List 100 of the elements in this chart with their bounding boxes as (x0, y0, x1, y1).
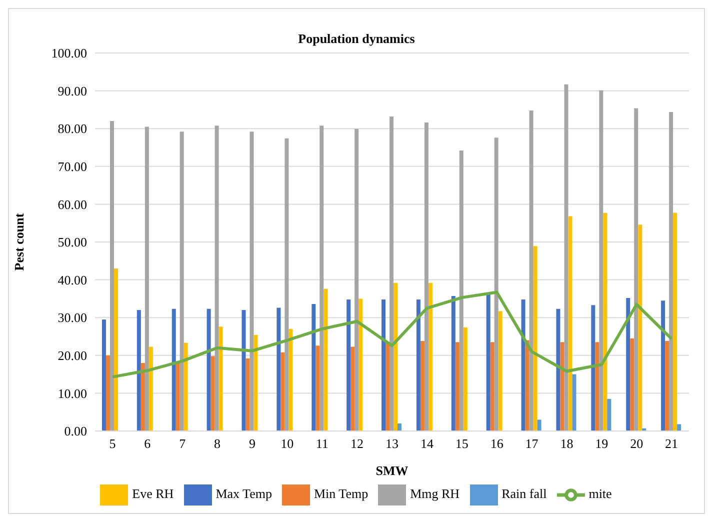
bar (254, 334, 258, 431)
legend-label: Mmg RH (410, 486, 460, 501)
bar (556, 308, 560, 431)
y-tick-label: 80.00 (58, 121, 87, 136)
bar (595, 342, 600, 431)
bar (416, 299, 420, 431)
bar (390, 116, 394, 431)
bar (176, 362, 180, 431)
legend-label: Eve RH (132, 486, 174, 501)
bar (250, 132, 254, 431)
bar (210, 356, 215, 431)
bar (218, 326, 223, 431)
bar (463, 327, 468, 431)
bar (140, 362, 145, 431)
bar (350, 346, 355, 431)
x-tick-label: 16 (490, 436, 504, 452)
bar (486, 294, 490, 431)
bar (673, 212, 678, 431)
bar (459, 150, 464, 431)
bar (638, 224, 642, 431)
y-tick-label: 30.00 (58, 310, 87, 326)
bar (316, 346, 320, 431)
bar (669, 112, 674, 431)
bar (568, 216, 572, 431)
bar (184, 342, 188, 431)
bar (346, 299, 351, 431)
legend-label: Min Temp (314, 486, 368, 501)
x-tick-label: 13 (386, 436, 398, 452)
bar (498, 311, 502, 431)
bar (451, 296, 456, 431)
x-tick-label: 11 (316, 436, 328, 452)
x-tick-label: 15 (455, 436, 468, 452)
legend-label: Max Temp (216, 486, 272, 501)
bar (665, 341, 670, 431)
x-tick-label: 20 (630, 436, 644, 452)
x-tick-label: 17 (525, 436, 539, 452)
x-tick-label: 7 (179, 436, 186, 452)
bar (110, 121, 114, 431)
bar (106, 355, 110, 431)
legend-label: Rain fall (502, 486, 547, 501)
bar (494, 138, 498, 431)
bar (424, 122, 428, 431)
x-tick-label: 18 (560, 436, 574, 452)
bar (382, 299, 386, 431)
bar (206, 308, 211, 431)
legend-label: mite (588, 486, 612, 501)
bar (172, 308, 176, 431)
bar (630, 338, 634, 431)
bar (148, 346, 153, 431)
bar (242, 310, 246, 431)
bar (284, 138, 289, 431)
bar (114, 268, 118, 431)
bar (599, 90, 604, 431)
x-tick-label: 9 (248, 436, 256, 452)
y-tick-label: 70.00 (58, 159, 87, 174)
y-tick-label: 60.00 (58, 196, 87, 212)
x-tick-label: 8 (214, 436, 221, 452)
bar (246, 358, 250, 431)
y-tick-label: 0.00 (64, 424, 87, 439)
x-tick-label: 10 (280, 436, 294, 452)
bar (180, 132, 184, 431)
bar (455, 342, 460, 431)
y-tick-label: 90.00 (58, 83, 87, 98)
bar (607, 398, 612, 431)
bar (634, 108, 638, 431)
bar (214, 126, 219, 431)
bar (312, 304, 316, 431)
bar (354, 128, 359, 431)
x-tick-label: 12 (350, 436, 364, 452)
bar (394, 282, 398, 431)
y-tick-label: 20.00 (58, 348, 87, 364)
bar (136, 310, 141, 431)
x-tick-label: 6 (144, 436, 152, 452)
y-tick-label: 100.00 (51, 46, 87, 61)
bar (144, 126, 149, 431)
bar (537, 420, 542, 431)
bar (420, 341, 424, 431)
bar (661, 300, 666, 431)
y-tick-label: 10.00 (58, 386, 87, 401)
bar (386, 342, 390, 431)
bar (525, 340, 530, 431)
bar (591, 305, 596, 431)
bar (529, 110, 534, 431)
bar (677, 424, 682, 431)
bar (276, 308, 281, 431)
bar (521, 299, 526, 431)
bar (428, 282, 432, 431)
bar (358, 298, 363, 431)
chart-title: Population dynamics (298, 31, 415, 46)
bar (324, 288, 328, 431)
bar (320, 126, 324, 431)
x-tick-label: 21 (665, 436, 678, 452)
bar (626, 298, 630, 431)
x-tick-label: 19 (595, 436, 608, 452)
y-axis-title: Pest count (12, 212, 27, 271)
bar (398, 423, 402, 431)
line-series (110, 290, 674, 378)
x-axis-title: SMW (376, 463, 408, 478)
bar (280, 352, 285, 431)
bar (564, 84, 568, 431)
